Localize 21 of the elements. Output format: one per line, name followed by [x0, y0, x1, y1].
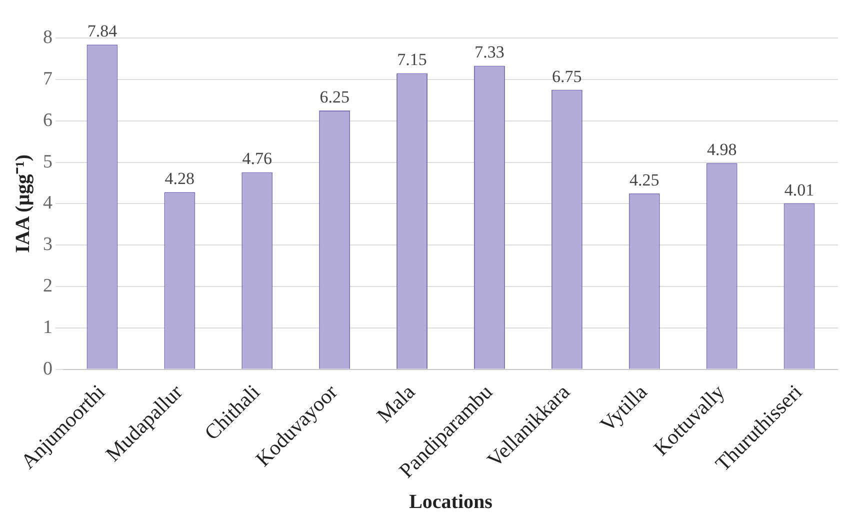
y-tick-label: 2	[43, 276, 52, 297]
data-label: 7.84	[87, 22, 118, 41]
y-tick-label: 1	[43, 316, 52, 338]
data-label: 4.01	[784, 180, 814, 200]
y-tick-label: 6	[43, 110, 52, 131]
y-tick-label: 3	[43, 234, 52, 256]
data-label: 7.33	[474, 42, 504, 62]
data-label: 6.25	[320, 87, 350, 106]
y-tick-label: 5	[43, 151, 52, 172]
y-tick-label: 0	[43, 358, 52, 380]
data-label: 4.98	[706, 140, 737, 160]
data-label: 7.15	[397, 50, 427, 70]
data-label: 6.75	[552, 66, 582, 86]
y-tick-label: 8	[43, 26, 52, 48]
data-label: 4.25	[630, 170, 660, 190]
y-tick-label: 7	[43, 68, 52, 90]
data-label: 4.28	[164, 169, 195, 188]
data-label: 4.76	[242, 149, 272, 168]
y-axis-title: IAA (µgg⁻¹)	[12, 154, 34, 253]
y-tick-label: 4	[43, 192, 53, 214]
x-axis-title: Locations	[409, 491, 493, 514]
